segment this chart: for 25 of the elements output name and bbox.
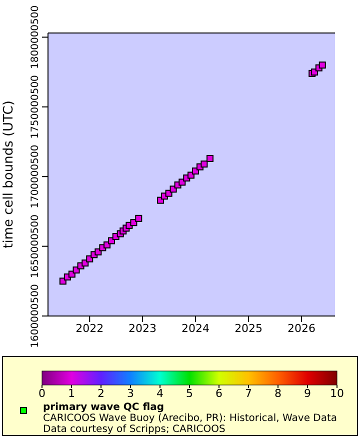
- x-tick-label: 2026: [288, 322, 316, 335]
- color-bar-label: 9: [304, 387, 311, 400]
- text: Data courtesy of Scripps; CARICOOS: [43, 424, 226, 435]
- color-bar-label: 1: [68, 387, 75, 400]
- y-tick-label: 1700000500: [30, 144, 41, 208]
- y-tick-label: 1800000500: [30, 5, 41, 69]
- color-bar-label: 4: [156, 387, 164, 400]
- color-bar-title: primary wave QC flag: [43, 402, 166, 413]
- color-bar-label: 2: [98, 387, 104, 400]
- color-bar-label: 3: [127, 387, 134, 400]
- x-tick-label: 2023: [128, 322, 157, 335]
- y-tick-label: 1650000500: [30, 214, 41, 278]
- color-bar-label: 10: [330, 387, 344, 400]
- y-axis-title: time cell bounds (UTC): [2, 100, 17, 248]
- x-tick-label: 2024: [181, 322, 210, 335]
- color-bar-label: 8: [274, 387, 282, 400]
- color-bar-label: 6: [216, 387, 222, 400]
- y-tick-label: 1750000500: [30, 75, 41, 139]
- color-bar-label: 5: [186, 387, 193, 400]
- y-tick-label: 1600000500: [30, 284, 41, 348]
- text: CARICOOS Wave Buoy (Arecibo, PR): Historical, Wave Data: [43, 413, 338, 424]
- x-tick-label: 2022: [76, 322, 104, 335]
- color-bar-label: 7: [245, 387, 252, 400]
- color-bar-label: 0: [38, 387, 46, 400]
- x-tick-label: 2025: [234, 322, 263, 335]
